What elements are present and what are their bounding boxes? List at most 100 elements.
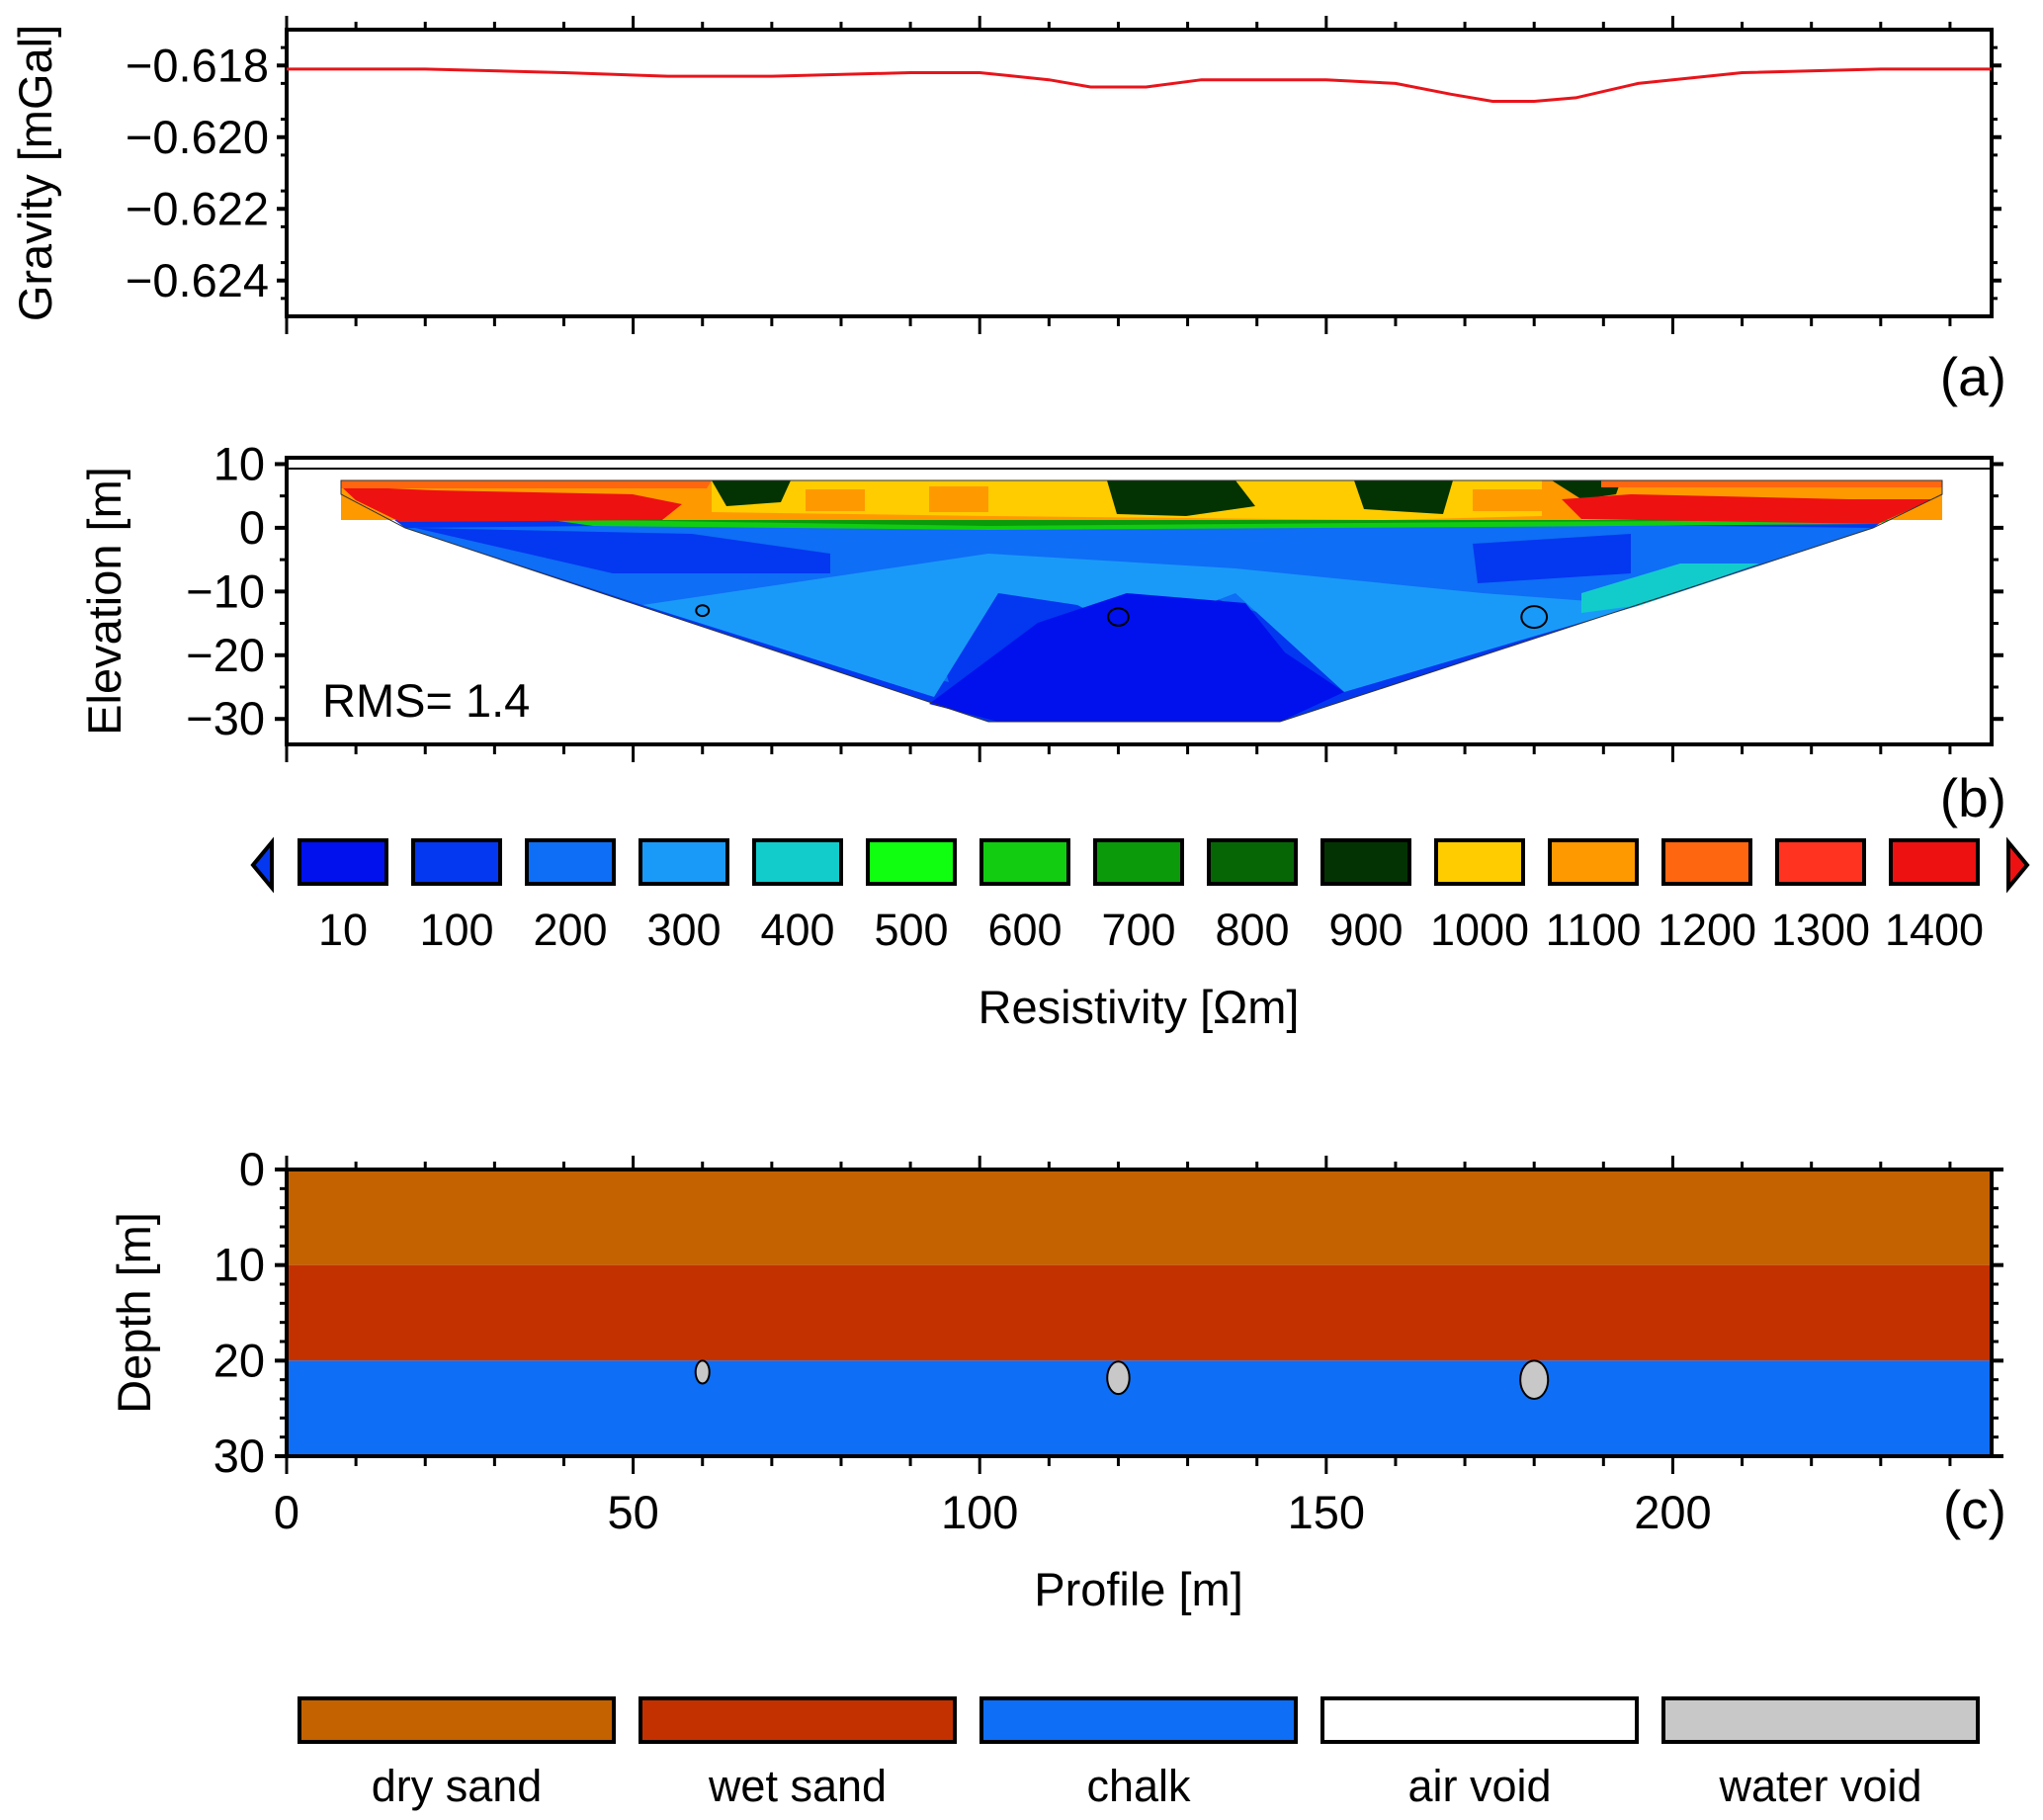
- colorbar-level-label: 1100: [1546, 905, 1642, 955]
- depth-y-tick-label: 0: [239, 1143, 265, 1195]
- geologic-plot-frame: [285, 1168, 1994, 1458]
- legend-label: water void: [1718, 1761, 1921, 1811]
- profile-x-tick-label: 0: [274, 1486, 299, 1538]
- resistivity-region-black-1: [712, 480, 791, 506]
- colorbar-cells: [298, 838, 1980, 886]
- legend-swatch: [638, 1696, 957, 1744]
- depth-y-tick-label: 20: [213, 1334, 265, 1386]
- geologic-layers: [287, 1170, 1992, 1456]
- geologic-layer-wet-sand: [287, 1264, 1992, 1361]
- colorbar-level-label: 700: [1101, 905, 1175, 955]
- profile-x-tick-label: 100: [941, 1486, 1018, 1538]
- resistivity-void-markers: [695, 604, 1549, 630]
- gravity-y-axis-title: Gravity [mGal]: [9, 25, 61, 321]
- resistivity-region-blue-left: [415, 528, 830, 573]
- gravity-y-tick-label: −0.622: [126, 182, 269, 234]
- colorbar-cell: [1093, 838, 1184, 886]
- colorbar-level-label: 600: [987, 905, 1062, 955]
- colorbar-cell: [298, 838, 388, 886]
- colorbar-left-arrow: [250, 836, 274, 894]
- depth-y-axis-title: Depth [m]: [108, 1212, 160, 1414]
- gravity-x-ticks: [285, 16, 1952, 334]
- colorbar-right-arrow: [2006, 836, 2030, 894]
- legend-label: chalk: [1086, 1761, 1191, 1811]
- colorbar-level-label: 500: [874, 905, 948, 955]
- void-marker-circle: [695, 604, 711, 618]
- legend-label: wet sand: [708, 1761, 887, 1811]
- resistivity-colorbar: 10 100 200 300 400 500 600 700 800 900 1000 1100 120…: [250, 836, 2030, 1033]
- panel-label-a: (a): [1940, 346, 2006, 407]
- legend-swatch: [1661, 1696, 1980, 1744]
- legend-swatch: [298, 1696, 616, 1744]
- gravity-series-line: [287, 67, 1992, 103]
- resistivity-patch-orange-2: [929, 486, 988, 512]
- profile-x-tick-label: 50: [607, 1486, 658, 1538]
- water-void-ellipse: [1106, 1360, 1131, 1396]
- profile-x-ticks: 0 50 100 150 200: [274, 1156, 1952, 1538]
- panel-label-c: (c): [1943, 1479, 2006, 1540]
- colorbar-level-label: 10: [318, 905, 368, 955]
- resistivity-region-red-left: [341, 486, 682, 522]
- void-marker-circle: [1107, 607, 1130, 627]
- geologic-model-panel: 0 10 20 30 0 50 100 150 200 Depth [m] Profile […: [108, 1143, 2006, 1615]
- elevation-y-tick-label: 0: [239, 501, 265, 554]
- colorbar-cell: [1434, 838, 1525, 886]
- gravity-panel: −0.618−0.620−0.622−0.624 Gravity [mGal] …: [9, 16, 2006, 407]
- resistivity-patch-orange-3: [1473, 489, 1542, 511]
- geologic-layer-chalk: [287, 1360, 1992, 1456]
- gravity-y-tick-label: −0.620: [126, 111, 269, 163]
- colorbar-level-label: 1400: [1885, 905, 1984, 955]
- legend-swatch: [979, 1696, 1298, 1744]
- depth-y-ticks: 0 10 20 30: [213, 1143, 2003, 1482]
- colorbar-cell: [1320, 838, 1411, 886]
- elevation-y-tick-label: −20: [186, 629, 265, 681]
- colorbar-cell: [1207, 838, 1298, 886]
- colorbar-cell: [1661, 838, 1752, 886]
- colorbar-level-label: 1300: [1771, 905, 1870, 955]
- resistivity-inversion-section: [340, 479, 1943, 723]
- resistivity-plot-frame: [285, 456, 1994, 746]
- colorbar-level-label: 400: [760, 905, 834, 955]
- gravity-y-tick-label: −0.624: [126, 254, 269, 306]
- water-void-ellipse: [694, 1359, 711, 1385]
- resistivity-region-orange-left: [341, 480, 712, 488]
- elevation-y-axis-title: Elevation [m]: [78, 467, 130, 736]
- gravity-y-ticks: −0.618 −0.620 −0.622 −0.624: [126, 39, 2001, 306]
- colorbar-cell: [525, 838, 616, 886]
- gravity-y-tick-label: −0.618: [126, 39, 269, 91]
- geologic-voids: [694, 1359, 1550, 1400]
- profile-x-axis-title: Profile [m]: [1034, 1563, 1243, 1615]
- resistivity-region-blue-right: [1473, 534, 1631, 583]
- colorbar-level-label: 900: [1328, 905, 1403, 955]
- panel-label-b: (b): [1940, 767, 2006, 828]
- elevation-y-tick-label: −30: [186, 692, 265, 744]
- colorbar-level-label: 200: [533, 905, 607, 955]
- colorbar-cell: [411, 838, 502, 886]
- colorbar-level-label: 100: [419, 905, 493, 955]
- colorbar-cell: [979, 838, 1070, 886]
- rms-annotation: RMS= 1.4: [322, 674, 530, 727]
- resistivity-region-blue-core: [929, 593, 1344, 722]
- resistivity-section-outline: [340, 479, 1943, 723]
- resistivity-x-ticks: [285, 744, 1952, 762]
- elevation-y-tick-label: 10: [213, 437, 265, 489]
- material-legend: dry sand wet sand chalk air void water void: [298, 1696, 1980, 1811]
- colorbar-cell: [1548, 838, 1639, 886]
- resistivity-region-cyan: [1581, 563, 1759, 613]
- colorbar-cell: [638, 838, 729, 886]
- colorbar-cell: [752, 838, 843, 886]
- water-void-ellipse: [1519, 1359, 1550, 1400]
- resistivity-region-black-3: [1354, 480, 1453, 514]
- resistivity-y-ticks: 10 0 −10 −20 −30: [186, 437, 2003, 744]
- legend-swatch: [1320, 1696, 1639, 1744]
- colorbar-cell: [1775, 838, 1866, 886]
- colorbar-level-label: 800: [1215, 905, 1289, 955]
- colorbar-title: Resistivity [Ωm]: [979, 981, 1300, 1033]
- resistivity-region-red-right: [1562, 494, 1932, 524]
- resistivity-patch-orange-1: [806, 489, 865, 511]
- profile-x-tick-label: 150: [1288, 1486, 1365, 1538]
- colorbar-cell: [866, 838, 957, 886]
- colorbar-cell: [1889, 838, 1980, 886]
- depth-y-tick-label: 30: [213, 1430, 265, 1482]
